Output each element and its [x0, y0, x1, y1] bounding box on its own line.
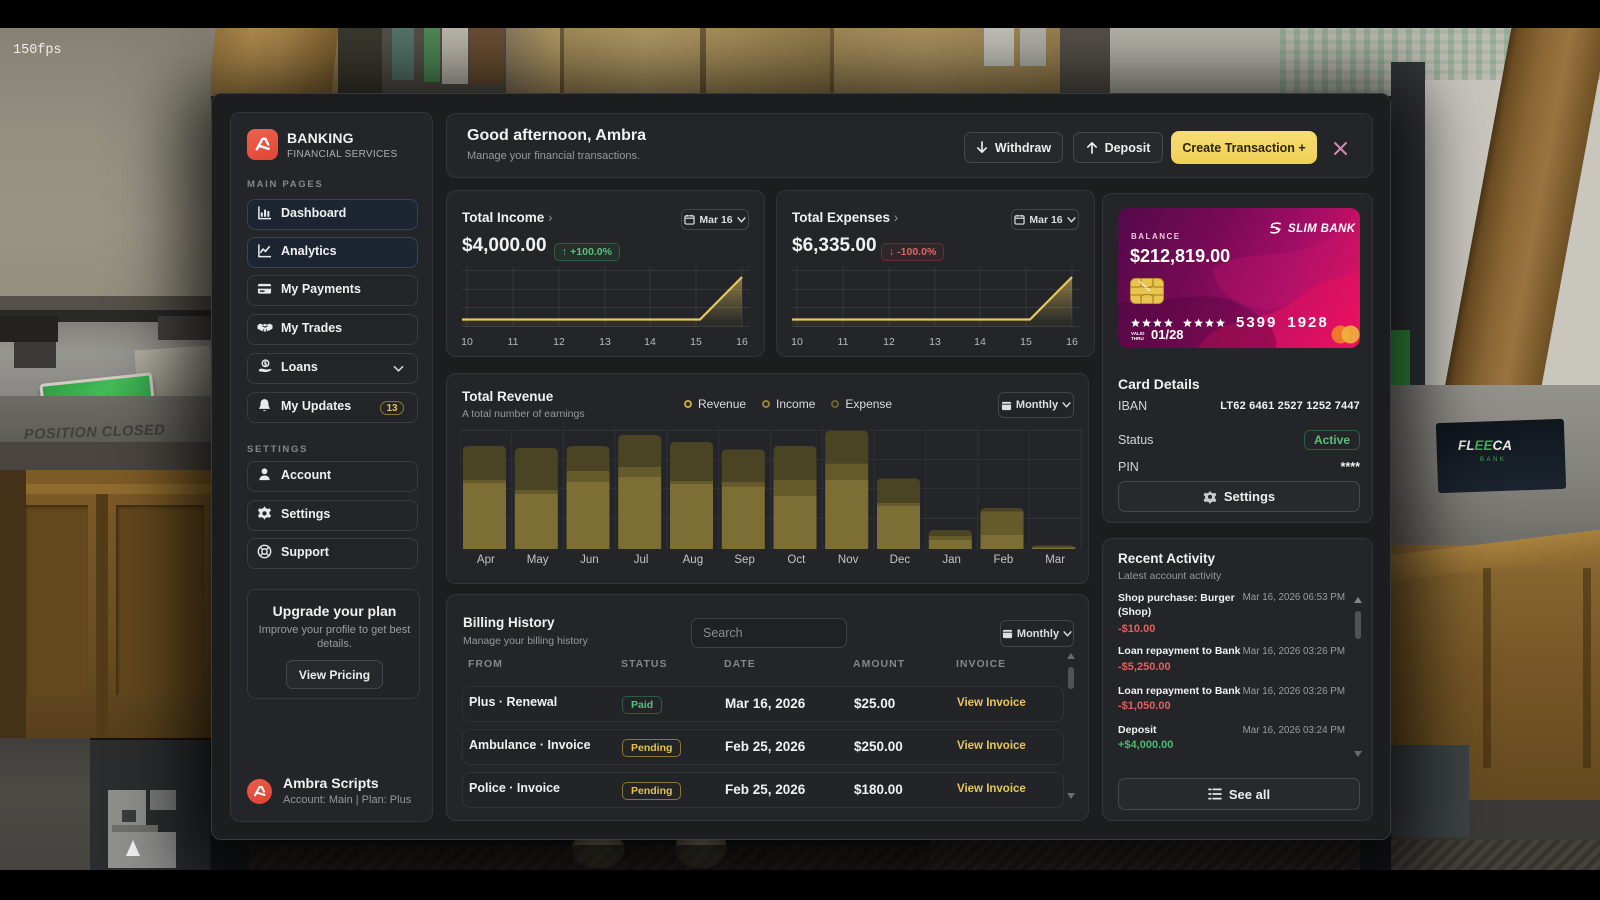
- svg-text:11: 11: [508, 336, 519, 348]
- svg-text:14: 14: [644, 336, 656, 348]
- svg-text:16: 16: [1066, 336, 1078, 348]
- svg-text:15: 15: [690, 336, 702, 348]
- svg-text:14: 14: [974, 336, 986, 348]
- svg-text:13: 13: [599, 336, 611, 348]
- svg-text:15: 15: [1020, 336, 1032, 348]
- svg-text:10: 10: [462, 336, 473, 348]
- svg-text:16: 16: [736, 336, 748, 348]
- svg-text:12: 12: [553, 336, 565, 348]
- svg-text:10: 10: [792, 336, 803, 348]
- svg-text:13: 13: [929, 336, 941, 348]
- svg-text:12: 12: [883, 336, 895, 348]
- svg-text:11: 11: [838, 336, 849, 348]
